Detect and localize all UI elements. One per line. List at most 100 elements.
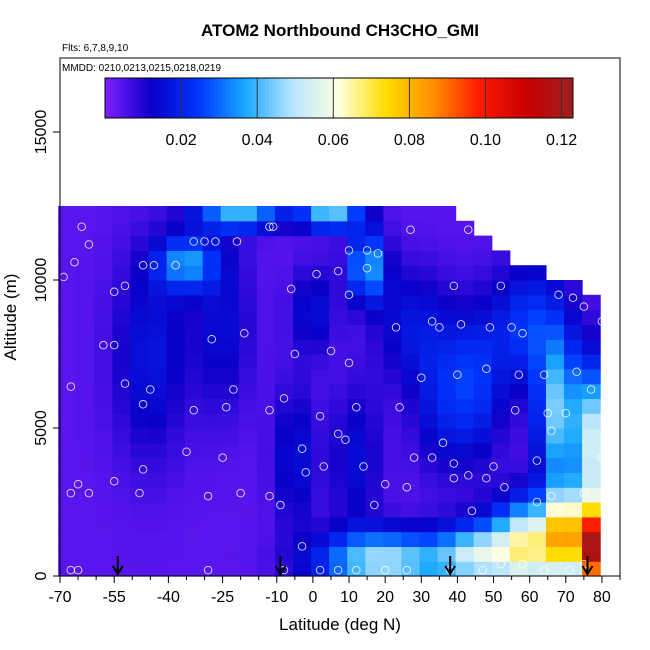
sample-point [182,447,191,456]
colorbar-segment [420,78,426,118]
colorbar-segment [514,78,519,118]
heatmap-cell [311,280,330,296]
heatmap-cell [202,354,222,370]
colorbar-segment [249,78,254,118]
sample-point [207,334,216,344]
heatmap-cell [329,235,348,251]
heatmap-cell [148,309,168,325]
colorbar-segment [385,78,391,118]
heatmap-cell [491,561,511,577]
heatmap-cell [184,294,204,311]
sample-point [449,474,459,483]
heatmap-cell [166,309,186,325]
sample-point [73,479,83,489]
heatmap-cell [473,457,493,473]
heatmap-cell [184,442,204,459]
heatmap-cell [473,339,493,355]
heatmap-cell [419,413,439,429]
colorbar-frame [104,77,574,119]
colorbar-segment [366,78,371,118]
sample-point [84,240,94,249]
heatmap-cell [455,250,475,266]
heatmap-cell [582,398,601,414]
heatmap-cell [383,428,403,444]
sample-point [510,405,520,415]
sample-point [532,497,542,507]
heatmap-cell [509,472,529,488]
flights-annotation: Flts: 6,7,8,9,10 [62,43,129,54]
colorbar-segment [553,78,558,118]
heatmap-cell [166,428,186,444]
heatmap-cell [419,502,439,518]
sample-point [561,408,571,418]
heatmap-cell [274,265,294,281]
heatmap-cell [329,546,348,562]
sample-point [568,293,578,303]
heatmap-cell [473,398,493,414]
colorbar-segment [510,78,515,118]
heatmap-cell [184,250,204,266]
heatmap-cell [509,339,529,355]
colorbar-segment [467,78,473,118]
heatmap-cell [256,442,276,459]
sample-point [341,435,350,445]
colorbar-segment [194,78,200,118]
heatmap-cell [365,294,384,311]
sample-point [66,382,76,391]
heatmap-cell [564,398,583,414]
heatmap-cell [491,413,511,429]
heatmap-cell [365,413,384,429]
heatmap-cell [582,368,601,385]
colorbar-tick-label: 0.12 [546,132,577,149]
heatmap-cell [401,309,421,325]
heatmap-cell [311,516,330,533]
heatmap-cell [202,398,222,414]
heatmap-cell [76,354,95,370]
colorbar-segment [545,78,551,118]
sample-point [326,346,336,356]
colorbar-segment [214,78,219,118]
sample-point [333,565,343,575]
heatmap-cell [202,250,222,266]
heatmap-cell [509,413,529,429]
heatmap-cell [582,502,601,518]
heatmap-cell [274,398,294,414]
heatmap-cell [365,206,384,222]
sample-point [380,565,390,575]
heatmap-cell [130,442,150,459]
marker-head [581,565,594,576]
colorbar-segment [417,78,422,118]
heatmap-cell [166,235,186,251]
heatmap-cell [582,324,601,340]
colorbar-segment [436,78,441,118]
heatmap-cell [437,398,457,414]
heatmap-cell [311,294,330,311]
heatmap-cell [473,561,493,577]
sample-point [435,323,444,332]
heatmap-cell [491,516,511,533]
heatmap-cell [564,368,583,385]
heatmap-cell [184,472,204,488]
heatmap-cell [256,354,276,370]
heatmap-cell [491,294,511,311]
colorbar-segment [311,78,317,118]
heatmap-cell [437,294,457,311]
heatmap-cell [58,413,77,429]
heatmap-cell [58,265,77,281]
heatmap-cell [184,280,204,296]
heatmap-cell [329,206,348,222]
sample-point [171,260,180,270]
colorbar-segment [144,78,149,118]
heatmap-cell [238,502,258,518]
heatmap-cell [437,220,457,237]
sample-point [312,269,321,279]
sample-point [120,379,130,388]
colorbar-segment [358,78,363,118]
heatmap-cell [238,546,258,562]
sample-point [135,488,144,498]
heatmap-cell [527,531,547,547]
heatmap-cell [220,309,240,325]
sample-point [265,491,274,501]
heatmap-cell [347,516,366,533]
heatmap-cell [148,294,168,311]
